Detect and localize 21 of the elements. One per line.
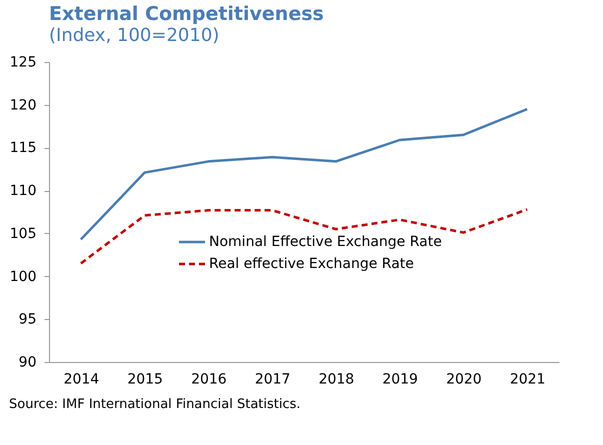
y-tick-label: 115 bbox=[10, 140, 36, 156]
y-tick-label: 95 bbox=[18, 312, 36, 328]
legend-label: Nominal Effective Exchange Rate bbox=[209, 234, 442, 250]
chart-title: External Competitiveness bbox=[49, 3, 324, 25]
x-tick-label: 2016 bbox=[191, 372, 227, 388]
x-tick-label: 2014 bbox=[64, 372, 100, 388]
y-tick-label: 125 bbox=[10, 54, 36, 70]
y-tick-label: 100 bbox=[10, 268, 36, 285]
x-tick-label: 2021 bbox=[510, 372, 546, 388]
legend-label: Real effective Exchange Rate bbox=[209, 256, 414, 272]
x-tick-label: 2019 bbox=[382, 372, 418, 388]
x-tick-label: 2020 bbox=[446, 372, 482, 388]
source-note: Source: IMF International Financial Statistics. bbox=[9, 397, 301, 412]
x-tick-label: 2018 bbox=[318, 372, 354, 388]
x-tick-label: 2017 bbox=[254, 372, 290, 388]
chart-subtitle: (Index, 100=2010) bbox=[49, 25, 220, 46]
y-tick-label: 105 bbox=[10, 226, 36, 242]
y-tick-label: 90 bbox=[18, 354, 36, 370]
y-tick-label: 120 bbox=[10, 97, 36, 114]
x-tick-label: 2015 bbox=[127, 372, 163, 388]
y-tick-label: 110 bbox=[10, 183, 36, 200]
